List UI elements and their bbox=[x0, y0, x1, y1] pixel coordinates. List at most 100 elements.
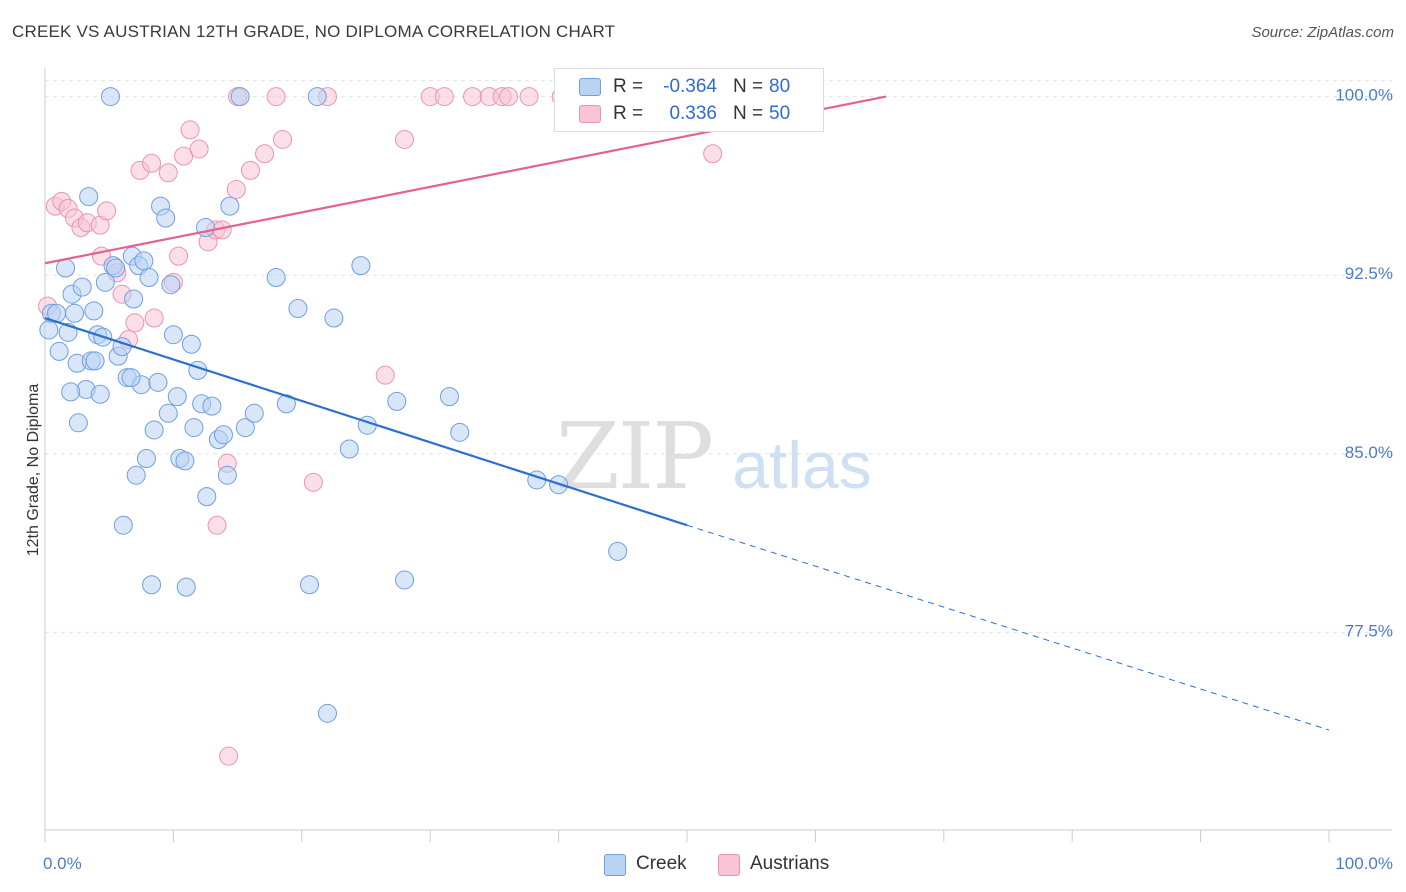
creek-point bbox=[339, 439, 359, 459]
creek-point bbox=[158, 403, 178, 423]
creek-point bbox=[608, 541, 628, 561]
creek-point bbox=[235, 418, 255, 438]
creek-point bbox=[395, 570, 415, 590]
creek-point bbox=[126, 465, 146, 485]
creek-point bbox=[230, 87, 250, 107]
austrians-legend-swatch bbox=[718, 854, 740, 876]
austrians-n-label: N = bbox=[733, 103, 764, 124]
creek-point bbox=[181, 334, 201, 354]
creek-point bbox=[68, 413, 88, 433]
austrians-n-value: 50 bbox=[769, 103, 791, 124]
creek-point bbox=[148, 372, 168, 392]
creek-point bbox=[163, 325, 183, 345]
creek-n-label: N = bbox=[733, 76, 764, 97]
creek-point bbox=[324, 308, 344, 328]
y-tick-label: 85.0% bbox=[1345, 443, 1393, 462]
creek-point bbox=[39, 320, 59, 340]
x-tick-label: 0.0% bbox=[43, 854, 82, 873]
creek-point bbox=[196, 218, 215, 238]
creek-point bbox=[387, 391, 407, 411]
creek-point bbox=[124, 289, 144, 309]
austrians-swatch bbox=[579, 105, 601, 123]
creek-legend-swatch bbox=[604, 854, 626, 876]
austrians-point bbox=[499, 87, 519, 107]
creek-point bbox=[134, 251, 154, 271]
creek-point bbox=[161, 275, 181, 295]
creek-point bbox=[288, 299, 308, 319]
creek-point bbox=[317, 703, 337, 723]
creek-point bbox=[139, 268, 159, 288]
austrians-point bbox=[273, 129, 293, 149]
austrians-point bbox=[395, 129, 415, 149]
creek-point bbox=[65, 303, 85, 323]
austrians-point bbox=[375, 365, 395, 385]
creek-point bbox=[197, 487, 217, 507]
creek-point bbox=[144, 420, 164, 440]
creek-trend-line bbox=[44, 316, 688, 527]
austrians-point bbox=[226, 179, 246, 199]
austrians-point bbox=[434, 87, 454, 107]
creek-point bbox=[100, 87, 120, 107]
creek-point bbox=[106, 258, 126, 278]
creek-point bbox=[266, 268, 286, 288]
creek-legend-label: Creek bbox=[636, 853, 687, 874]
austrians-point bbox=[158, 163, 178, 183]
austrians-point bbox=[144, 308, 164, 328]
creek-point bbox=[167, 387, 187, 407]
creek-point bbox=[439, 387, 459, 407]
creek-swatch bbox=[579, 78, 601, 96]
austrians-point bbox=[189, 139, 209, 159]
creek-point bbox=[121, 368, 141, 388]
watermark: ZIP atlas bbox=[556, 403, 872, 510]
creek-point bbox=[142, 575, 162, 595]
creek-point bbox=[276, 394, 296, 414]
creek-r-value: -0.364 bbox=[663, 76, 717, 97]
austrians-point bbox=[240, 160, 260, 180]
watermark-atlas: atlas bbox=[732, 428, 871, 502]
creek-point bbox=[90, 384, 110, 404]
stats-legend: R = -0.364 N = 80 R = 0.336 N = 50 bbox=[554, 68, 824, 132]
austrians-point bbox=[255, 144, 275, 164]
legend-row-austrians: R = 0.336 N = 50 bbox=[555, 101, 823, 127]
creek-point bbox=[202, 396, 222, 416]
austrians-r-value: 0.336 bbox=[669, 103, 717, 124]
legend-row-creek: R = -0.364 N = 80 bbox=[555, 74, 823, 100]
creek-point bbox=[213, 425, 233, 445]
creek-point bbox=[450, 422, 470, 442]
creek-point bbox=[84, 301, 104, 321]
creek-r-label: R = bbox=[613, 76, 644, 97]
creek-point bbox=[176, 577, 196, 597]
y-tick-label: 77.5% bbox=[1345, 621, 1393, 640]
austrians-point bbox=[207, 515, 227, 535]
austrians-point bbox=[180, 120, 200, 140]
creek-n-value: 80 bbox=[769, 76, 791, 97]
creek-point bbox=[79, 187, 99, 207]
y-tick-label: 92.5% bbox=[1345, 264, 1393, 283]
creek-point bbox=[95, 272, 115, 292]
y-tick-label: 100.0% bbox=[1335, 86, 1393, 105]
creek-point bbox=[61, 382, 81, 402]
watermark-zip: ZIP bbox=[556, 403, 712, 510]
x-tick-label: 100.0% bbox=[1335, 854, 1393, 873]
creek-point bbox=[217, 465, 237, 485]
creek-point bbox=[184, 418, 204, 438]
austrians-point bbox=[266, 87, 286, 107]
austrians-point bbox=[463, 87, 483, 107]
austrians-point bbox=[125, 313, 145, 333]
austrians-point bbox=[142, 153, 162, 173]
creek-point bbox=[351, 256, 371, 276]
chart-title: CREEK VS AUSTRIAN 12TH GRADE, NO DIPLOMA… bbox=[12, 22, 616, 41]
creek-point bbox=[85, 351, 105, 371]
series-creek bbox=[39, 87, 628, 723]
creek-point bbox=[244, 403, 264, 423]
axes bbox=[44, 68, 1392, 842]
austrians-r-label: R = bbox=[613, 103, 644, 124]
austrians-legend-label: Austrians bbox=[750, 853, 830, 874]
austrians-point bbox=[519, 87, 539, 107]
creek-point bbox=[156, 208, 176, 228]
creek-point bbox=[113, 515, 133, 535]
austrians-point bbox=[703, 144, 723, 164]
austrians-point bbox=[303, 472, 323, 492]
creek-point bbox=[307, 87, 327, 107]
